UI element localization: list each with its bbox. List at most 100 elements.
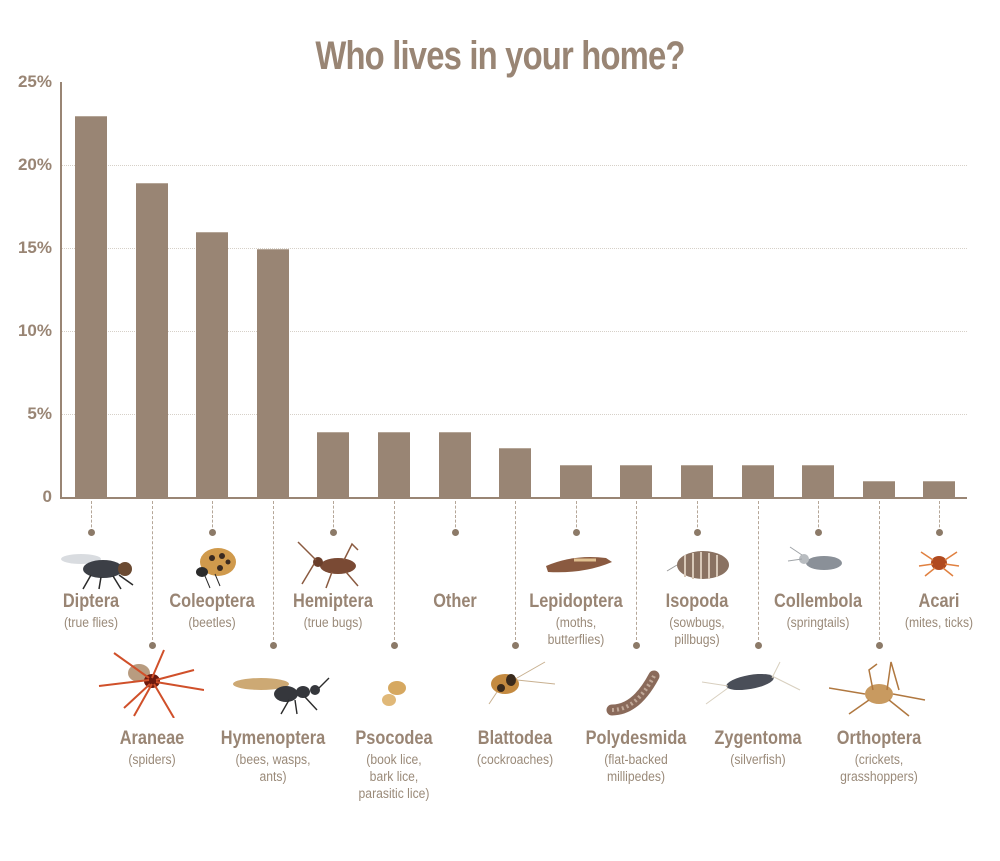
- category-common-name: (crickets, grasshoppers): [839, 752, 918, 784]
- category-name: Blattodea: [477, 728, 553, 749]
- category-label: Zygentoma (silverfish): [688, 728, 828, 768]
- leader-dot: [572, 529, 580, 536]
- bug-icon: [296, 540, 366, 595]
- category-name: Hymenoptera: [220, 728, 326, 749]
- pillbug-icon: [665, 545, 735, 590]
- bar-lepidoptera: [559, 464, 592, 498]
- bar-araneae: [135, 182, 168, 498]
- bar-acari: [923, 481, 956, 498]
- category-common-name: (beetles): [188, 615, 236, 630]
- category-label: Isopoda (sowbugs, pillbugs): [627, 591, 767, 648]
- leader-dot: [330, 529, 338, 536]
- category-label: Diptera (true flies): [21, 591, 161, 631]
- category-common-name: (mites, ticks): [905, 615, 974, 630]
- category-label: Acari (mites, ticks): [869, 591, 1000, 631]
- leader-dot: [754, 642, 762, 649]
- leader-line: [818, 501, 820, 532]
- leader-dot: [936, 529, 944, 536]
- y-tick-0: 0: [42, 487, 52, 506]
- chart-title: Who lives in your home?: [315, 34, 685, 78]
- cricket-icon: [828, 660, 929, 725]
- leader-dot: [148, 642, 156, 649]
- leader-dot: [694, 529, 701, 536]
- millipede-icon: [606, 670, 666, 721]
- ant-icon: [231, 670, 331, 721]
- y-tick-10: 10%: [17, 321, 52, 340]
- leader-dot: [391, 642, 398, 649]
- leader-line: [575, 501, 577, 532]
- leader-dot: [269, 642, 277, 649]
- leader-dot: [88, 529, 95, 536]
- beetle-icon: [190, 542, 240, 595]
- category-common-name: (book lice, bark lice, parasitic lice): [358, 752, 430, 801]
- category-label: Araneae (spiders): [82, 728, 222, 768]
- category-label: Coleoptera (beetles): [142, 591, 282, 631]
- category-label: Hemiptera (true bugs): [263, 591, 403, 631]
- category-common-name: (silverfish): [729, 752, 786, 767]
- gridline-20: [62, 165, 967, 166]
- cockroach-icon: [475, 658, 556, 713]
- category-common-name: (true flies): [63, 615, 118, 630]
- gridline-10: [62, 331, 967, 332]
- gridline-5: [62, 414, 967, 415]
- category-label: Polydesmida (flat-backed millipedes): [566, 728, 706, 785]
- leader-line: [939, 501, 941, 532]
- category-common-name: (cockroaches): [477, 752, 554, 767]
- leader-dot: [633, 642, 641, 649]
- leader-line: [272, 501, 274, 645]
- leader-line: [333, 501, 335, 532]
- category-name: Araneae: [119, 728, 184, 749]
- leader-line: [454, 501, 456, 532]
- y-tick-20: 20%: [17, 155, 52, 174]
- bar-coleoptera: [196, 232, 229, 498]
- category-common-name: (true bugs): [304, 615, 363, 630]
- leader-line: [757, 501, 759, 645]
- category-name: Hemiptera: [293, 591, 374, 612]
- fly-icon: [61, 545, 141, 596]
- category-name: Isopoda: [665, 591, 729, 612]
- leader-line: [878, 501, 880, 645]
- leader-dot: [209, 529, 217, 536]
- category-label: Collembola (springtails): [748, 591, 888, 631]
- louse-icon: [379, 676, 409, 715]
- spider-icon: [94, 648, 204, 723]
- leader-line: [151, 501, 153, 645]
- x-axis: [60, 497, 967, 499]
- springtail-icon: [786, 545, 850, 584]
- category-name: Collembola: [774, 591, 863, 612]
- bar-polydesmida: [620, 464, 653, 498]
- category-name: Polydesmida: [585, 728, 687, 749]
- gridline-15: [62, 248, 967, 249]
- mite-icon: [917, 548, 961, 583]
- y-axis: [60, 82, 62, 499]
- bar-blattodea: [499, 448, 532, 498]
- bar-hymenoptera: [256, 249, 289, 498]
- leader-line: [212, 501, 214, 532]
- category-label: Lepidoptera (moths, butterflies): [506, 591, 646, 648]
- bar-collembola: [802, 464, 835, 498]
- leader-line: [636, 501, 638, 645]
- category-common-name: (spiders): [127, 752, 176, 767]
- category-name: Other: [432, 591, 477, 612]
- category-common-name: (moths, butterflies): [547, 615, 605, 647]
- leader-line: [697, 501, 698, 532]
- leader-dot: [815, 529, 823, 536]
- bar-isopoda: [681, 464, 713, 498]
- bar-orthoptera: [862, 481, 895, 498]
- category-label: Blattodea (cockroaches): [445, 728, 585, 768]
- category-name: Acari: [918, 591, 960, 612]
- category-name: Lepidoptera: [529, 591, 623, 612]
- category-name: Coleoptera: [169, 591, 255, 612]
- category-common-name: (flat-backed millipedes): [604, 752, 669, 784]
- category-label: Orthoptera (crickets, grasshoppers): [809, 728, 949, 785]
- moth-icon: [544, 548, 614, 583]
- bar-hemiptera: [317, 431, 350, 498]
- category-name: Psocodea: [355, 728, 433, 749]
- silverfish-icon: [700, 660, 810, 715]
- y-tick-25: 25%: [17, 72, 52, 91]
- category-common-name: (bees, wasps, ants): [235, 752, 311, 784]
- category-common-name: (sowbugs, pillbugs): [669, 615, 725, 647]
- leader-line: [91, 501, 92, 532]
- category-name: Zygentoma: [714, 728, 802, 749]
